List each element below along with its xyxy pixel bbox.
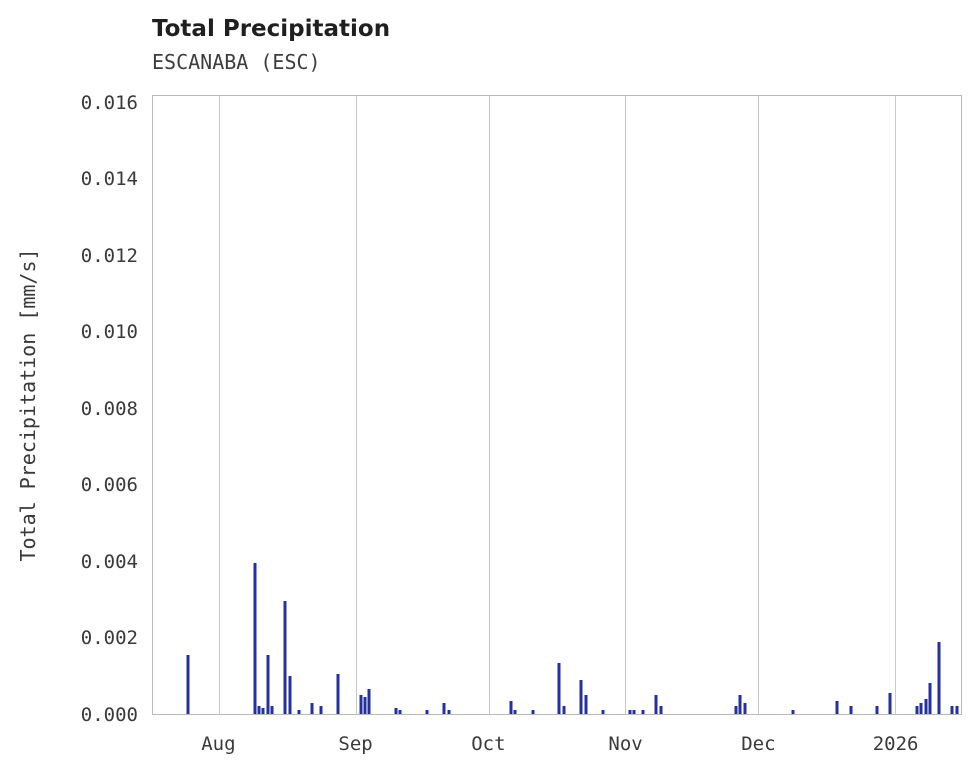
data-spike: [447, 710, 451, 714]
data-spike: [297, 710, 301, 714]
data-spike: [579, 679, 583, 714]
data-spike: [924, 698, 928, 714]
data-spike: [288, 675, 292, 714]
data-spike: [849, 706, 853, 714]
data-spike: [398, 710, 402, 714]
vertical-gridline: [488, 96, 490, 714]
data-spike: [261, 708, 265, 714]
data-spike: [394, 708, 398, 714]
data-spike: [310, 702, 314, 714]
data-spike: [359, 694, 363, 714]
data-spike: [367, 689, 371, 714]
data-spike: [937, 641, 941, 714]
data-spike: [283, 601, 287, 714]
data-spike: [186, 654, 190, 714]
data-spike: [950, 706, 954, 714]
data-spike: [955, 706, 959, 714]
data-spike: [915, 706, 919, 714]
x-tick-label: 2026: [872, 733, 919, 755]
data-spike: [628, 710, 632, 714]
data-spike: [875, 706, 879, 714]
x-tick-label: Nov: [608, 733, 643, 755]
data-spike: [835, 700, 839, 714]
data-spike: [363, 696, 367, 714]
data-spike: [319, 706, 323, 714]
data-spike: [584, 694, 588, 714]
data-spike: [641, 710, 645, 714]
data-spike: [928, 683, 932, 714]
data-spike: [601, 710, 605, 714]
vertical-gridline: [356, 96, 358, 714]
y-axis-ticks: 0.000 0.002 0.004 0.006 0.008 0.010 0.012 0.014…: [0, 91, 138, 726]
y-tick-label: 0.010: [80, 321, 138, 344]
data-spike: [659, 706, 663, 714]
data-spike: [888, 693, 892, 714]
vertical-gridline: [625, 96, 627, 714]
x-tick-label: Oct: [471, 733, 506, 755]
y-tick-label: 0.004: [80, 550, 138, 573]
data-spike: [531, 710, 535, 714]
data-spike: [562, 706, 566, 714]
y-tick-label: 0.002: [80, 627, 138, 650]
data-spike: [257, 706, 261, 714]
vertical-gridline: [757, 96, 759, 714]
y-tick-label: 0.000: [80, 704, 138, 726]
x-tick-label: Aug: [201, 733, 236, 755]
data-spike: [442, 702, 446, 714]
x-axis-ticks: Aug Sep Oct Nov Dec 2026: [152, 715, 962, 765]
y-tick-label: 0.016: [80, 91, 138, 114]
y-tick-label: 0.008: [80, 397, 138, 420]
data-spike: [738, 694, 742, 714]
data-spike: [270, 706, 274, 714]
data-spike: [654, 694, 658, 714]
x-tick-label: Dec: [741, 733, 776, 755]
data-spike: [266, 654, 270, 714]
data-spike: [919, 702, 923, 714]
chart-subtitle: ESCANABA (ESC): [152, 50, 321, 74]
data-spike: [509, 700, 513, 714]
data-spike: [632, 710, 636, 714]
data-spike: [253, 563, 257, 714]
data-spike: [743, 702, 747, 714]
data-spike: [425, 710, 429, 714]
data-spike: [336, 673, 340, 714]
chart-title: Total Precipitation: [152, 16, 391, 42]
data-spike: [557, 662, 561, 714]
vertical-gridline: [894, 96, 896, 714]
data-spike: [791, 710, 795, 714]
data-spike: [734, 706, 738, 714]
y-tick-label: 0.006: [80, 474, 138, 497]
y-tick-label: 0.012: [80, 244, 138, 267]
data-spike: [513, 710, 517, 714]
y-tick-label: 0.014: [80, 168, 138, 191]
x-tick-label: Sep: [338, 733, 373, 755]
plot-area: [152, 95, 962, 715]
vertical-gridline: [219, 96, 221, 714]
